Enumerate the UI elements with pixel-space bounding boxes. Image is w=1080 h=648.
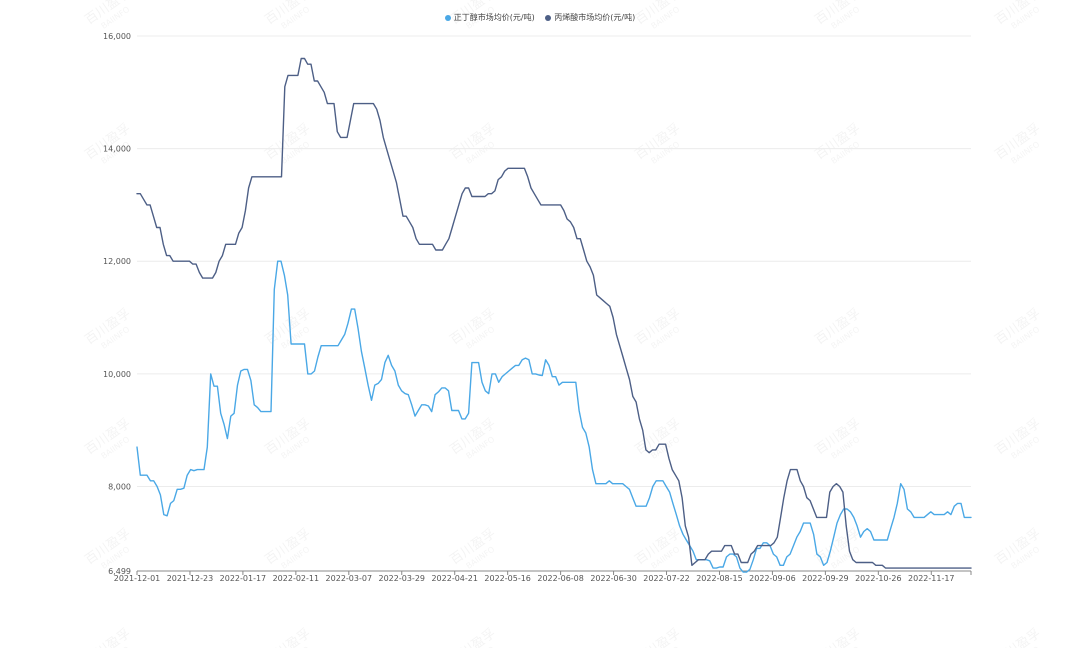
x-tick-label: 2022-05-16 bbox=[484, 574, 531, 583]
watermark: 百川盈孚BAIINFO bbox=[992, 416, 1043, 461]
watermark: 百川盈孚BAIINFO bbox=[447, 121, 498, 166]
watermark: 百川盈孚BAIINFO bbox=[262, 526, 313, 571]
watermark: 百川盈孚BAIINFO bbox=[262, 626, 313, 648]
legend-label-butanol: 正丁醇市场均价(元/吨) bbox=[453, 13, 535, 22]
legend-item-butanol[interactable]: 正丁醇市场均价(元/吨) bbox=[444, 12, 535, 23]
watermark: 百川盈孚BAIINFO bbox=[812, 526, 863, 571]
x-tick-label: 2022-08-15 bbox=[696, 574, 743, 583]
watermark: 百川盈孚BAIINFO bbox=[262, 0, 313, 31]
watermark: 百川盈孚BAIINFO bbox=[812, 121, 863, 166]
x-tick-label: 2022-06-08 bbox=[537, 574, 584, 583]
x-axis: 2021-12-01 2021-12-23 2022-01-17 2022-02-11… bbox=[114, 570, 972, 583]
watermark: 百川盈孚BAIINFO bbox=[632, 306, 683, 351]
x-tick-label: 2022-07-22 bbox=[643, 574, 690, 583]
watermark: 百川盈孚BAIINFO bbox=[632, 526, 683, 571]
watermark: 百川盈孚BAIINFO bbox=[812, 416, 863, 461]
watermark: 百川盈孚BAIINFO bbox=[992, 306, 1043, 351]
y-tick-label: 12,000 bbox=[103, 257, 131, 266]
watermark-layer: 百川盈孚BAIINFO 百川盈孚BAIINFO 百川盈孚BAIINFO 百川盈孚BAI… bbox=[82, 0, 1043, 648]
x-tick-label: 2022-09-29 bbox=[802, 574, 849, 583]
watermark: 百川盈孚BAIINFO bbox=[262, 416, 313, 461]
watermark: 百川盈孚BAIINFO bbox=[992, 0, 1043, 31]
legend-item-acrylic-acid[interactable]: 丙烯酸市场均价(元/吨) bbox=[545, 12, 635, 23]
watermark: 百川盈孚BAIINFO bbox=[992, 121, 1043, 166]
x-tick-label: 2022-11-17 bbox=[908, 574, 955, 583]
legend-dot-butanol bbox=[444, 14, 451, 21]
watermark: 百川盈孚BAIINFO bbox=[82, 306, 133, 351]
y-tick-label: 8,000 bbox=[108, 482, 131, 491]
watermark: 百川盈孚BAIINFO bbox=[992, 626, 1043, 648]
x-tick-label: 2022-09-06 bbox=[749, 574, 796, 583]
x-tick-label: 2022-03-29 bbox=[379, 574, 426, 583]
watermark: 百川盈孚BAIINFO bbox=[632, 121, 683, 166]
x-tick-label: 2021-12-01 bbox=[114, 574, 161, 583]
watermark: 百川盈孚BAIINFO bbox=[82, 626, 133, 648]
x-tick-label: 2022-03-07 bbox=[326, 574, 373, 583]
y-tick-label: 10,000 bbox=[103, 370, 131, 379]
watermark: 百川盈孚BAIINFO bbox=[992, 526, 1043, 571]
y-tick-label: 14,000 bbox=[103, 145, 131, 154]
x-tick-label: 2022-02-11 bbox=[273, 574, 320, 583]
legend-dot-acrylic-acid bbox=[545, 14, 552, 21]
y-axis: 6,499 8,000 10,000 12,000 14,000 16,000 bbox=[103, 32, 131, 576]
watermark: 百川盈孚BAIINFO bbox=[82, 416, 133, 461]
watermark: 百川盈孚BAIINFO bbox=[82, 0, 133, 31]
watermark: 百川盈孚BAIINFO bbox=[632, 0, 683, 31]
watermark: 百川盈孚BAIINFO bbox=[812, 626, 863, 648]
watermark: 百川盈孚BAIINFO bbox=[447, 306, 498, 351]
watermark: 百川盈孚BAIINFO bbox=[812, 306, 863, 351]
x-tick-label: 2022-10-26 bbox=[855, 574, 902, 583]
y-tick-label: 16,000 bbox=[103, 32, 131, 41]
watermark: 百川盈孚BAIINFO bbox=[447, 626, 498, 648]
series-layer bbox=[136, 57, 972, 573]
x-tick-label: 2021-12-23 bbox=[167, 574, 214, 583]
watermark: 百川盈孚BAIINFO bbox=[262, 121, 313, 166]
x-tick-label: 2022-04-21 bbox=[431, 574, 478, 583]
x-tick-label: 2022-06-30 bbox=[590, 574, 637, 583]
legend-label-acrylic-acid: 丙烯酸市场均价(元/吨) bbox=[554, 13, 636, 22]
y-tick-label: 6,499 bbox=[108, 567, 131, 576]
series-line-butanol bbox=[136, 260, 972, 573]
watermark: 百川盈孚BAIINFO bbox=[632, 626, 683, 648]
series-line-acrylic-acid bbox=[136, 57, 972, 569]
grid-lines bbox=[137, 35, 971, 572]
watermark: 百川盈孚BAIINFO bbox=[447, 0, 498, 31]
x-tick-label: 2022-01-17 bbox=[220, 574, 267, 583]
chart-legend: 正丁醇市场均价(元/吨) 丙烯酸市场均价(元/吨) bbox=[0, 12, 1080, 23]
watermark: 百川盈孚BAIINFO bbox=[447, 526, 498, 571]
watermark: 百川盈孚BAIINFO bbox=[812, 0, 863, 31]
watermark: 百川盈孚BAIINFO bbox=[447, 416, 498, 461]
